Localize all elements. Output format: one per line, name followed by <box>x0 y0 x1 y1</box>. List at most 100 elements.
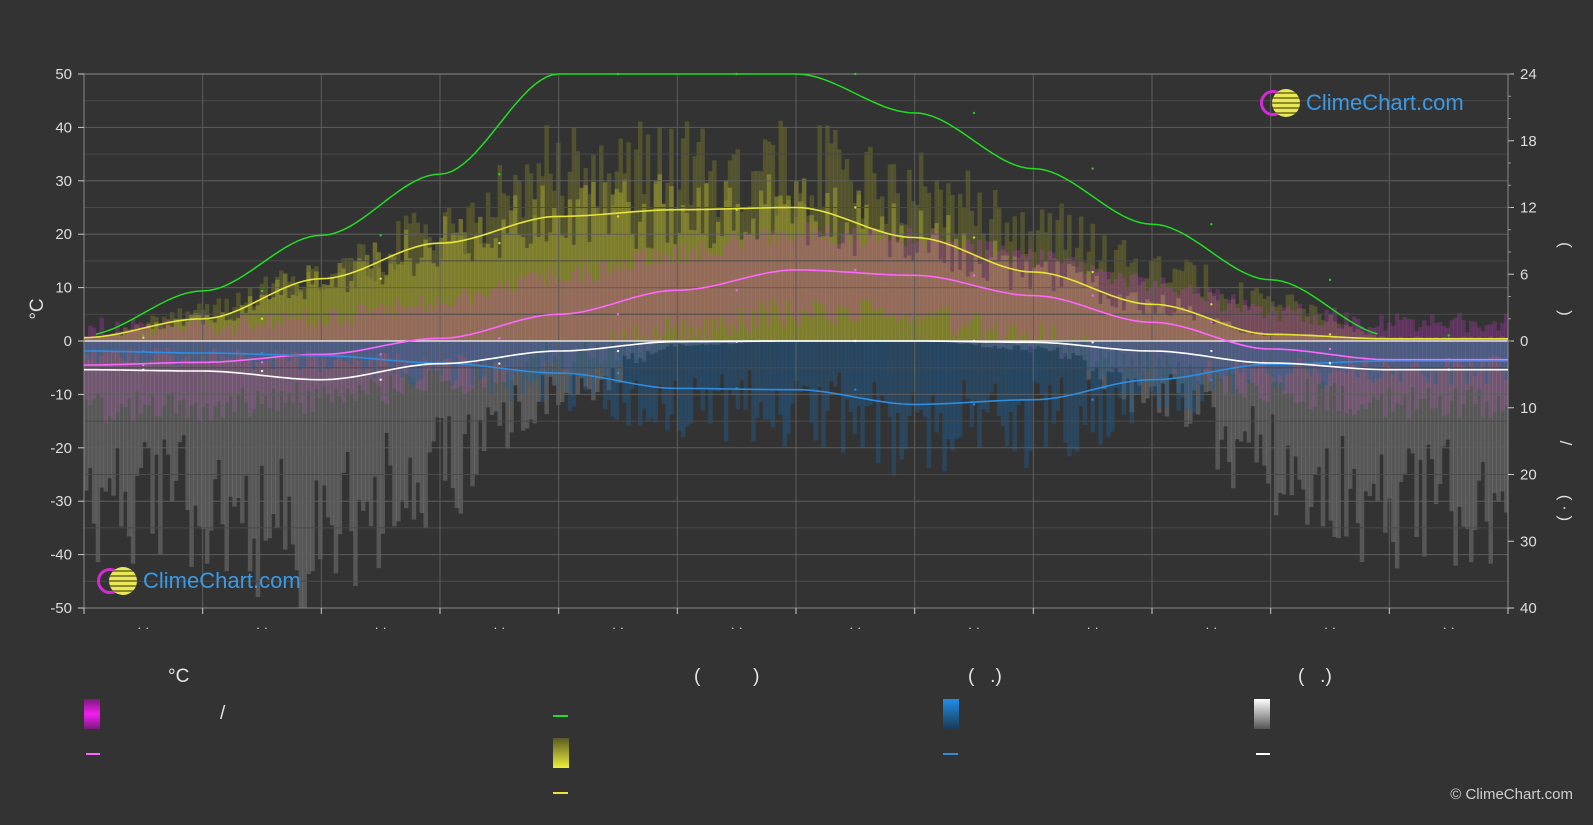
precipitation-band <box>1484 341 1490 384</box>
daylight-band <box>1250 290 1256 341</box>
sunshine-band <box>290 294 296 341</box>
temperature-band <box>1219 311 1224 379</box>
precipitation-band <box>1457 341 1462 362</box>
temperature-band <box>1297 303 1302 403</box>
sunshine-band <box>201 324 206 341</box>
precipitation-band <box>751 341 756 442</box>
snow-band <box>259 341 265 466</box>
temperature-band <box>977 239 982 316</box>
sunshine-band <box>282 273 288 341</box>
data-point-temp_mean <box>735 289 738 292</box>
temperature-band <box>450 306 456 390</box>
precipitation-band <box>766 341 772 420</box>
precipitation-band <box>267 341 272 361</box>
precipitation-band <box>840 341 846 453</box>
temperature-band <box>1223 310 1228 396</box>
daylight-band <box>1168 282 1174 341</box>
temperature-band <box>259 325 265 405</box>
temperature-band <box>290 316 296 404</box>
precipitation-band <box>181 341 187 360</box>
sunshine-band <box>1028 289 1033 341</box>
data-point-snow <box>1328 361 1332 365</box>
temperature-band <box>146 324 151 406</box>
sunshine-band <box>169 326 175 341</box>
precipitation-band <box>805 341 811 387</box>
sunshine-band <box>1035 264 1041 341</box>
precipitation-band <box>150 341 155 361</box>
data-point-precip <box>854 388 857 391</box>
sunshine-band <box>1172 312 1177 341</box>
temperature-band <box>911 242 916 319</box>
sunshine-band <box>1160 294 1166 341</box>
snow-band <box>232 341 237 507</box>
daylight-band <box>1238 282 1244 341</box>
snow-band <box>1316 341 1322 468</box>
precipitation-band <box>431 341 436 372</box>
precipitation-band <box>1000 341 1006 427</box>
sunshine-band <box>891 203 897 341</box>
precipitation-band <box>1496 341 1501 357</box>
temperature-band <box>298 319 304 404</box>
snow-band <box>357 341 362 500</box>
snow-band <box>536 341 542 402</box>
sunshine-band <box>489 247 495 341</box>
precipitation-band <box>415 341 421 382</box>
watermark-logo-top: ClimeChart.com <box>1260 89 1464 117</box>
sunshine-band <box>251 310 257 341</box>
snow-band <box>497 341 503 426</box>
temperature-band <box>954 240 959 337</box>
sunshine-band <box>431 263 436 341</box>
sunshine-band <box>1188 306 1193 341</box>
x-tick-label: · · <box>731 620 743 635</box>
daylight-band <box>1102 235 1107 341</box>
sunshine-band <box>345 292 350 341</box>
temperature-band <box>520 279 526 370</box>
data-point-sunshine <box>1091 270 1094 274</box>
snow-band <box>1332 341 1337 537</box>
legend-swatch-snow <box>1254 699 1270 729</box>
data-point-sunshine <box>972 236 976 239</box>
snow-band <box>1433 341 1439 505</box>
sunshine-band <box>1133 292 1138 341</box>
precipitation-band <box>505 341 510 389</box>
snow-band <box>544 341 549 415</box>
sunshine-band <box>1082 286 1088 341</box>
precipitation-band <box>154 341 159 349</box>
sunshine-band <box>1262 336 1267 341</box>
temperature-band <box>138 322 144 415</box>
snow-band <box>618 341 623 383</box>
precipitation-band <box>384 341 389 353</box>
precipitation-band <box>126 341 132 350</box>
sunshine-band <box>825 193 830 341</box>
precipitation-band <box>454 341 460 381</box>
precipitation-band <box>684 341 690 427</box>
sunshine-band <box>263 295 268 341</box>
data-point-precip <box>1447 359 1450 363</box>
snow-band <box>341 341 346 473</box>
temperature-band <box>126 331 132 399</box>
snow-band <box>165 341 171 455</box>
temperature-band <box>688 252 694 325</box>
right-axis-label: ) <box>1556 310 1575 316</box>
snow-band <box>212 341 218 480</box>
temperature-band <box>1254 306 1259 386</box>
precipitation-band <box>1121 341 1127 415</box>
temperature-band <box>1410 319 1415 388</box>
sunshine-band <box>267 298 272 341</box>
sunshine-band <box>751 218 756 341</box>
temperature-band <box>240 315 245 389</box>
sunshine-band <box>583 185 588 341</box>
snow-band <box>1484 341 1490 522</box>
daylight-band <box>1121 240 1127 341</box>
precipitation-band <box>1160 341 1166 384</box>
precipitation-band <box>115 341 120 351</box>
precipitation-band <box>306 341 311 352</box>
precipitation-band <box>1332 341 1337 365</box>
legend-heading-daylight: ( ) <box>694 666 760 687</box>
snow-band <box>1032 341 1037 350</box>
temperature-band <box>1492 321 1497 413</box>
temperature-band <box>1375 326 1380 401</box>
sunshine-band <box>1355 337 1361 341</box>
sunshine-band <box>310 284 315 341</box>
temperature-band <box>454 298 460 389</box>
